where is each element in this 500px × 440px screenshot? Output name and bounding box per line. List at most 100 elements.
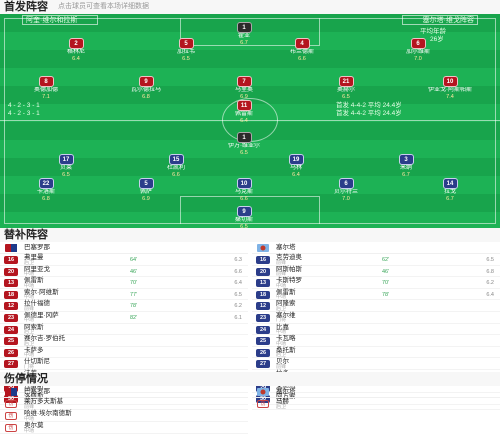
player-shirt-icon: 9 bbox=[236, 206, 252, 217]
sub-player-row[interactable]: 16 弗里曼 后卫 64' 6.3 bbox=[0, 254, 248, 266]
sub-player-row[interactable]: 24 比嘉 中场 bbox=[252, 324, 500, 336]
player-rating: 6.4 bbox=[292, 172, 300, 178]
sub-player-position: 中场 bbox=[24, 294, 35, 301]
pitch-player[interactable]: 5 佩萨 6.9 bbox=[120, 178, 172, 202]
pitch-player[interactable]: 15 杜凯利 6.6 bbox=[150, 154, 202, 178]
player-name: 加拉韦 bbox=[176, 49, 195, 55]
sub-number-badge: 27 bbox=[4, 360, 18, 369]
injured-player-row[interactable]: 伤哈维·埃尔南德斯 中场 bbox=[0, 410, 248, 422]
sub-player-position: 后卫 bbox=[24, 329, 35, 336]
subs-section-header: 替补阵容 bbox=[0, 228, 500, 242]
player-name: 奥赫尔 bbox=[336, 87, 355, 93]
player-shirt-icon: 8 bbox=[38, 76, 54, 87]
sub-player-row[interactable]: 18 佩雷斯 中场 78' 6.4 bbox=[252, 289, 500, 301]
sub-player-row[interactable]: 27 什切斯尼 门将 bbox=[0, 358, 248, 370]
away-formation-summary-2: 首发 4-4-2 平均 24.4岁 bbox=[336, 110, 402, 117]
sub-player-name: 阿里亚戈 bbox=[24, 265, 50, 273]
sub-player-row[interactable]: 27 贝尔 前锋 bbox=[252, 358, 500, 370]
sub-player-row[interactable]: 24 阿索斯 后卫 bbox=[0, 324, 248, 336]
sub-player-row[interactable]: 30 阿方索 后卫 bbox=[252, 393, 500, 405]
starting-title: 首发阵容 bbox=[4, 1, 48, 13]
pitch-player[interactable]: 19 马林 6.4 bbox=[270, 154, 322, 178]
sub-number-badge: 29 bbox=[256, 383, 270, 392]
pitch-player[interactable]: 6 加尔维斯 7.0 bbox=[392, 38, 444, 62]
sub-player-row[interactable]: 13 佩雷斯 中场 70' 6.4 bbox=[0, 277, 248, 289]
sub-player-row[interactable]: 12 阿隆索 后卫 bbox=[252, 300, 500, 312]
pitch: 阿奎·维尔和拉斯 塞尔塔·维戈阵容 平均年龄 26岁 4 - 2 - 3 - 1… bbox=[0, 14, 500, 228]
player-name: 伊万·维亚尔 bbox=[228, 143, 260, 149]
sub-player-name: 赛尔吉·罗伯托 bbox=[24, 335, 66, 343]
player-rating: 6.5 bbox=[240, 150, 248, 156]
pitch-player[interactable]: 7 马里奥 6.9 bbox=[218, 76, 270, 100]
pitch-player[interactable]: 22 卡洛斯 6.8 bbox=[20, 178, 72, 202]
sub-player-position: 中场 bbox=[276, 340, 287, 347]
injured-player-row[interactable]: 伤莱万多夫斯基 前锋 bbox=[0, 398, 248, 410]
home-team-crest-icon bbox=[5, 388, 17, 396]
player-shirt-icon: 15 bbox=[168, 154, 184, 165]
pitch-player[interactable]: 6 贝尔特兰 7.0 bbox=[320, 178, 372, 202]
sub-player-row[interactable]: 30 洛佩斯 中场 bbox=[0, 393, 248, 405]
pitch-player[interactable]: 21 奥赫尔 6.5 bbox=[320, 76, 372, 100]
player-shirt-icon: 1 bbox=[236, 22, 252, 33]
sub-player-row[interactable]: 16 克劳迪奥 前锋 62' 6.5 bbox=[252, 254, 500, 266]
player-name: 霍亚 bbox=[237, 33, 250, 39]
sub-player-row[interactable]: 26 桑托斯 后卫 bbox=[252, 347, 500, 359]
sub-player-row[interactable]: 25 赛尔吉·罗伯托 后卫 bbox=[0, 335, 248, 347]
sub-player-name: 弗里曼 bbox=[24, 254, 44, 261]
player-shirt-icon: 4 bbox=[294, 38, 310, 49]
pitch-player[interactable]: 3 米纳 6.7 bbox=[380, 154, 432, 178]
sub-rating: 6.1 bbox=[234, 314, 242, 321]
pitch-player[interactable]: 11 佩雷斯 6.4 bbox=[218, 100, 270, 124]
sub-number-badge: 30 bbox=[256, 395, 270, 404]
pitch-player[interactable]: 10 伊亚戈·阿斯帕斯 7.4 bbox=[424, 76, 476, 100]
sub-player-row[interactable]: 18 索尔·阿维斯 中场 77' 6.5 bbox=[0, 289, 248, 301]
away-injuries-coach-row: 塞尔塔 bbox=[252, 386, 500, 398]
sub-number-badge: 30 bbox=[4, 395, 18, 404]
player-shirt-icon: 9 bbox=[138, 76, 154, 87]
sub-player-row[interactable]: 26 卡萨多 中场 bbox=[0, 347, 248, 359]
pitch-player[interactable]: 5 加拉韦 6.5 bbox=[160, 38, 212, 62]
player-name: 奥德加德 bbox=[33, 87, 58, 93]
player-rating: 6.6 bbox=[240, 196, 248, 202]
player-name: 卡洛斯 bbox=[36, 189, 55, 195]
pitch-player[interactable]: 1 霍亚 6.7 bbox=[218, 22, 270, 46]
pitch-player[interactable]: 14 拉戈 6.7 bbox=[424, 178, 476, 202]
sub-player-name: 洛佩斯 bbox=[24, 393, 44, 401]
sub-rating: 6.5 bbox=[486, 257, 494, 263]
sub-player-position: 中场 bbox=[276, 282, 287, 289]
sub-player-position: 前锋 bbox=[24, 305, 35, 312]
injured-player-name: 马赫 bbox=[276, 398, 289, 405]
sub-player-position: 后卫 bbox=[24, 259, 35, 266]
sub-player-row[interactable]: 20 阿斯帕斯 前锋 46' 6.8 bbox=[252, 266, 500, 278]
sub-number-badge: 12 bbox=[4, 302, 18, 311]
sub-player-row[interactable]: 23 佩德里·冈萨 中场 82' 6.1 bbox=[0, 312, 248, 324]
sub-rating: 6.3 bbox=[234, 257, 242, 263]
player-name: 桑切斯 bbox=[234, 217, 253, 223]
pitch-player[interactable]: 9 桑切斯 6.5 bbox=[218, 206, 270, 228]
pitch-player[interactable]: 10 马克斯 6.6 bbox=[218, 178, 270, 202]
sub-number-badge: 20 bbox=[256, 267, 270, 276]
sub-player-row[interactable]: 23 塞尔维 门将 bbox=[252, 312, 500, 324]
sub-number-badge: 24 bbox=[4, 325, 18, 334]
sub-number-badge: 25 bbox=[256, 337, 270, 346]
injured-player-row[interactable]: 伤马赫 后卫 bbox=[252, 398, 500, 410]
player-shirt-icon: 10 bbox=[236, 178, 252, 189]
pitch-player[interactable]: 9 瓦尔德拉马 6.8 bbox=[120, 76, 172, 100]
pitch-player[interactable]: 8 奥德加德 7.1 bbox=[20, 76, 72, 100]
sub-player-row[interactable]: 25 卡瓦略 中场 bbox=[252, 335, 500, 347]
sub-player-row[interactable]: 20 阿里亚戈 中场 46' 6.6 bbox=[0, 266, 248, 278]
pitch-player[interactable]: 4 布兰德斯 6.6 bbox=[276, 38, 328, 62]
pitch-player[interactable]: 2 格林尼 6.4 bbox=[50, 38, 102, 62]
home-subs-coach-row: 巴塞罗那 bbox=[0, 242, 248, 254]
player-rating: 6.7 bbox=[402, 172, 410, 178]
sub-player-row[interactable]: 12 拉什福德 前锋 78' 6.2 bbox=[0, 300, 248, 312]
sub-player-position: 后卫 bbox=[24, 340, 35, 347]
pitch-player[interactable]: 17 贝莱 6.5 bbox=[40, 154, 92, 178]
player-shirt-icon: 5 bbox=[138, 178, 154, 189]
sub-player-row[interactable]: 13 卡斯特罗 中场 70' 6.2 bbox=[252, 277, 500, 289]
sub-player-name: 阿隆索 bbox=[276, 300, 296, 308]
injured-player-row[interactable]: 伤奥尔莫 中场 bbox=[0, 422, 248, 434]
pitch-player[interactable]: 1 伊万·维亚尔 6.5 bbox=[218, 132, 270, 156]
sub-player-name: 克劳迪奥 bbox=[276, 254, 302, 261]
top-penalty-box bbox=[180, 18, 320, 46]
